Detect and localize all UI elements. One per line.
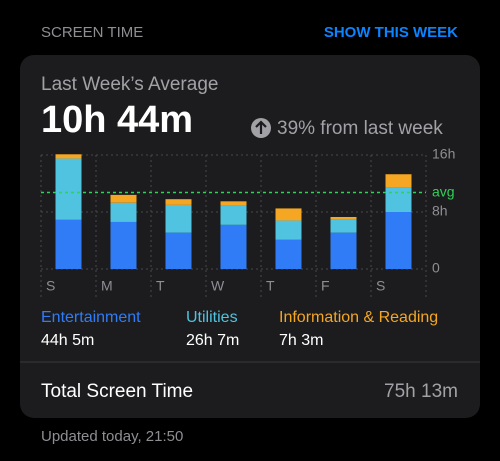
x-tick-label: T: [266, 278, 275, 294]
total-value: 75h 13m: [384, 381, 458, 402]
bar-segment: [275, 208, 302, 221]
section-title: SCREEN TIME: [41, 24, 143, 41]
bar-segment: [220, 224, 247, 269]
x-tick-label: W: [211, 278, 225, 294]
legend-total: 26h 7m: [186, 332, 239, 349]
average-label: avg: [432, 183, 455, 199]
bar-segment: [165, 199, 192, 205]
bar-segment: [275, 220, 302, 240]
bar-segment: [330, 232, 357, 269]
footer: Updated today, 21:50: [41, 428, 183, 445]
y-tick-label: 16h: [432, 146, 455, 162]
change: 39% from last week: [277, 118, 443, 139]
bar-segment: [385, 212, 412, 269]
y-tick-label: 0: [432, 260, 440, 276]
x-tick-label: S: [46, 278, 55, 294]
bar-segment: [165, 204, 192, 233]
show-week-button[interactable]: SHOW THIS WEEK: [324, 24, 458, 41]
legend-total: 44h 5m: [41, 332, 94, 349]
bar-segment: [55, 219, 82, 269]
bar-segment: [330, 219, 357, 233]
bar-segment: [55, 154, 82, 159]
bar-segment: [110, 221, 137, 269]
bar-segment: [385, 174, 412, 188]
x-tick-label: T: [156, 278, 165, 294]
bar-segment: [110, 194, 137, 203]
bar-segment: [275, 239, 302, 269]
legend-name: Entertainment: [41, 309, 141, 326]
card-title: Last Week’s Average: [41, 74, 218, 95]
bar-segment: [55, 158, 82, 220]
average: 10h 44m: [41, 99, 193, 141]
bar-segment: [110, 202, 137, 222]
total-label: Total Screen Time: [41, 381, 193, 402]
bar-segment: [330, 216, 357, 220]
bar-segment: [165, 232, 192, 269]
bar-segment: [385, 187, 412, 212]
legend-name: Information & Reading: [279, 309, 438, 326]
legend-name: Utilities: [186, 309, 238, 326]
bar-segment: [220, 205, 247, 225]
up-arrow: [255, 120, 267, 134]
x-tick-label: M: [101, 278, 113, 294]
card: [20, 55, 480, 418]
x-tick-label: F: [321, 278, 330, 294]
bar-segment: [220, 201, 247, 206]
y-tick-label: 8h: [432, 203, 448, 219]
x-tick-label: S: [376, 278, 385, 294]
legend-total: 7h 3m: [279, 332, 323, 349]
